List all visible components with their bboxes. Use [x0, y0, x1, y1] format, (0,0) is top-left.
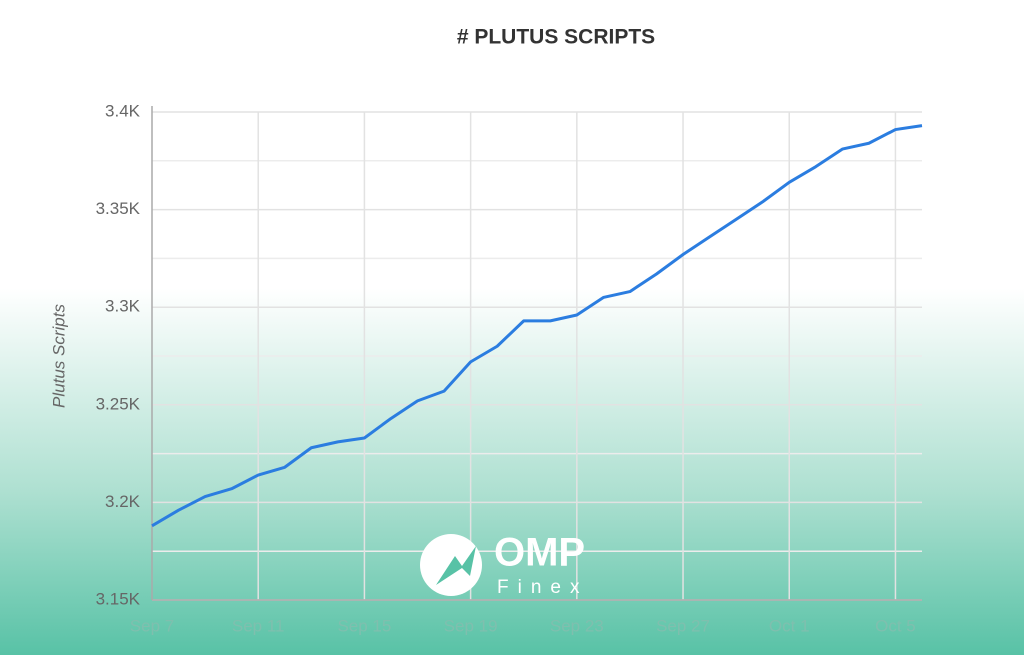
x-tick-label: Sep 11	[232, 616, 285, 635]
plot: 3.15K 3.2K 3.25K 3.3K 3.35K 3.4K Sep 7 Sep 11 Se…	[96, 101, 923, 635]
logo-name: OMP	[494, 531, 585, 575]
y-axis-label: Plutus Scripts	[49, 304, 68, 408]
y-tick-label: 3.3K	[105, 297, 141, 316]
x-tick-label: Sep 27	[656, 616, 710, 635]
x-tick-label: Oct 1	[769, 616, 810, 635]
logo-mark	[436, 546, 476, 585]
logo: OMP Finex	[420, 531, 588, 598]
y-tick-label: 3.2K	[105, 492, 141, 511]
chart-title: # PLUTUS SCRIPTS	[457, 26, 655, 49]
x-tick-label: Sep 23	[550, 616, 604, 635]
x-tick-label: Sep 7	[130, 616, 174, 635]
logo-sub: Finex	[497, 577, 588, 598]
y-tick-label: 3.25K	[96, 394, 141, 413]
x-tick-label: Sep 15	[337, 616, 391, 635]
y-tick-label: 3.4K	[105, 101, 141, 120]
y-tick-label: 3.35K	[96, 199, 141, 218]
x-tick-label: Oct 5	[875, 616, 916, 635]
line-series	[151, 124, 923, 528]
x-tick-label: Sep 19	[444, 616, 498, 635]
y-tick-label: 3.15K	[96, 589, 141, 608]
